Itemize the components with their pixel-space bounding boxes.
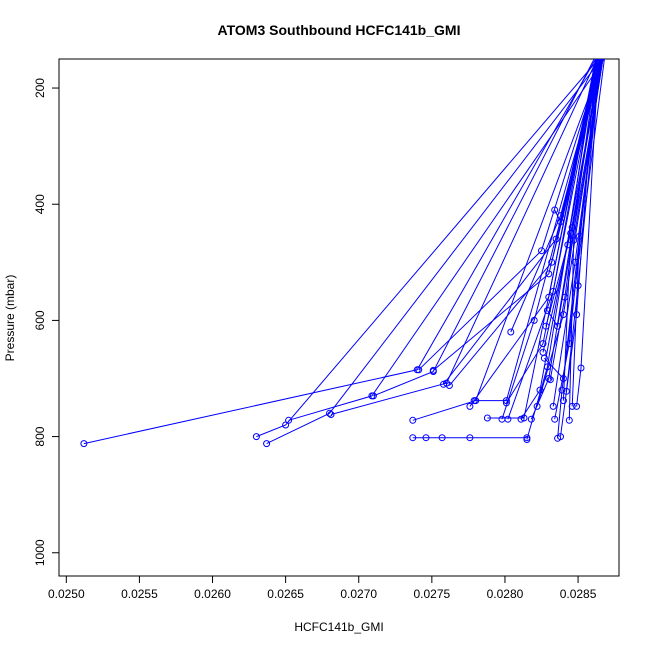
data-point [438,434,446,442]
data-point [369,392,377,400]
data-point [549,402,557,410]
profile-line [562,59,602,401]
data-point [559,311,567,319]
profile-line [544,59,601,380]
profile-line [505,59,599,404]
data-point [573,402,581,410]
data-point [530,316,538,324]
data-point [551,206,559,214]
data-point [466,434,474,442]
data-point [533,402,541,410]
data-point [502,399,510,407]
data-point [564,241,572,249]
x-tick-label: 0.0285 [560,587,597,601]
data-point [327,411,335,418]
x-tick-label: 0.0265 [267,587,304,601]
data-point [551,415,559,423]
data-point [562,387,570,395]
data-point [540,354,548,362]
data-point [545,375,553,382]
y-tick-label: 1000 [33,539,47,566]
y-axis: 200 400 600 800 1000 [33,78,60,566]
x-tick-label: 0.0275 [413,587,450,601]
data-point [445,382,453,389]
data-point [539,340,547,348]
data-point [517,415,525,423]
y-tick-label: 600 [33,310,47,330]
data-point [577,364,585,372]
data-point [527,415,535,423]
profile-line [449,59,602,386]
data-point [429,366,437,374]
data-point [568,402,576,410]
chart-title: ATOM3 Southbound HCFC141b_GMI [218,22,461,38]
data-point [507,328,515,336]
data-point [415,366,423,374]
data-point [565,416,573,424]
profile-line [549,59,598,380]
plot-area [80,59,605,448]
data-point [554,322,562,330]
data-point [285,416,293,424]
data-point [263,440,271,448]
y-tick-label: 400 [33,194,47,214]
data-point [543,307,551,314]
data-point [557,433,564,441]
data-point [538,247,545,255]
profile-line [288,59,605,421]
x-tick-label: 0.0250 [48,587,85,601]
data-point [559,397,567,405]
x-axis-label: HCFC141b_GMI [294,620,383,634]
data-point [326,409,333,417]
profile-line [546,59,604,328]
profile-line [469,59,597,407]
profile-line [266,59,602,445]
data-point [574,282,582,290]
data-point [470,397,478,405]
profile-line [520,59,602,420]
data-point [570,236,578,244]
x-tick-label: 0.0260 [194,587,231,601]
x-axis: 0.0250 0.0255 0.0260 0.0265 0.0270 0.0275 0.02… [48,575,597,601]
profile-line [576,59,599,407]
data-point [558,386,566,394]
data-point [546,376,554,384]
data-point [548,258,556,266]
y-axis-label: Pressure (mbar) [3,275,17,362]
x-tick-label: 0.0255 [121,587,158,601]
data-point [502,397,510,405]
profile-line [418,59,602,371]
profile-line [256,59,599,438]
profile-line [554,59,598,224]
data-point [252,433,260,441]
y-tick-label: 800 [33,426,47,446]
data-point [483,414,491,422]
data-point [542,322,550,330]
data-point [523,436,531,443]
data-point [422,434,430,442]
data-point [504,415,512,423]
profile-line [83,59,597,445]
profile-line [565,59,601,392]
profile-line [557,59,605,439]
x-tick-label: 0.0270 [340,587,377,601]
profile-line [373,59,595,397]
data-point [80,440,88,448]
data-point [545,270,553,278]
data-point [409,434,417,442]
data-point [559,375,567,382]
data-point [466,402,474,410]
data-point [409,416,417,424]
data-point [549,287,557,295]
y-tick-label: 200 [33,78,47,98]
x-tick-label: 0.0280 [487,587,524,601]
data-point [557,218,564,226]
profile-line [474,59,602,402]
